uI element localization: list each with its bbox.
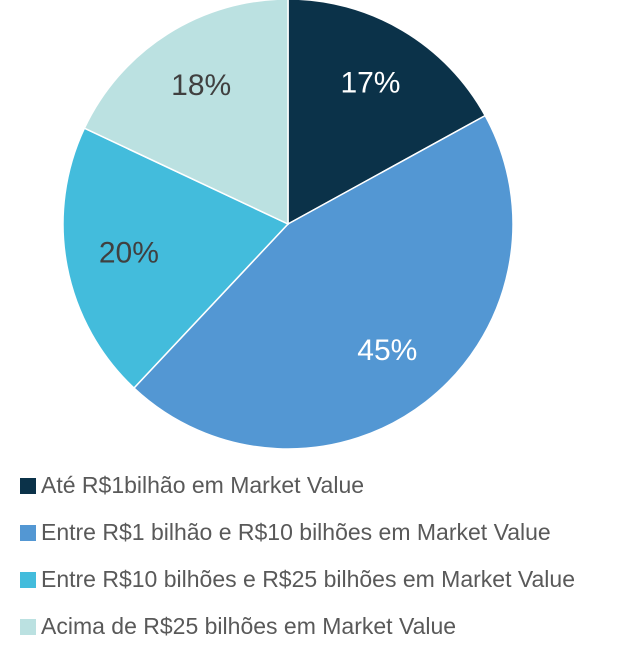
data-label: 20%	[99, 236, 159, 269]
pie-slice	[132, 114, 514, 450]
pie-slice	[83, 0, 289, 226]
legend-swatch	[20, 572, 36, 588]
legend-label: Até R$1bilhão em Market Value	[41, 472, 364, 498]
legend-swatch	[20, 478, 36, 494]
legend-swatch	[20, 525, 36, 541]
legend-label: Entre R$1 bilhão e R$10 bilhões em Marke…	[41, 519, 551, 545]
data-label: 45%	[357, 334, 417, 367]
data-label: 17%	[340, 66, 400, 99]
legend-label: Entre R$10 bilhões e R$25 bilhões em Mar…	[41, 566, 575, 592]
legend-swatch	[20, 619, 36, 635]
pie-slice	[287, 0, 487, 226]
data-label: 18%	[171, 69, 231, 102]
pie-slice	[62, 127, 290, 390]
legend-label: Acima de R$25 bilhões em Market Value	[41, 613, 456, 639]
